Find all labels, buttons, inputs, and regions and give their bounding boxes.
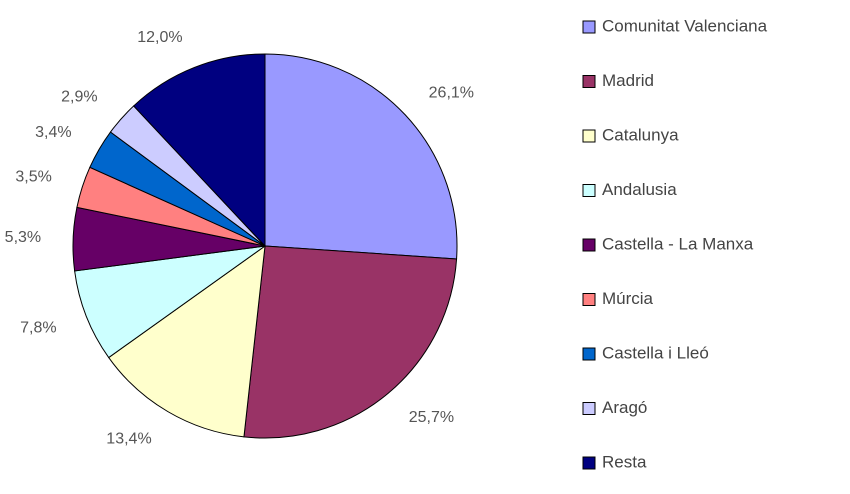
data-label: 26,1%	[429, 84, 474, 101]
pie-slice	[74, 245, 266, 359]
legend-swatch	[582, 20, 596, 34]
pie-slice	[243, 245, 458, 439]
data-label: 13,4%	[106, 430, 151, 447]
legend-swatch	[582, 347, 596, 361]
legend-swatch	[582, 456, 596, 470]
legend-label: Múrcia	[602, 289, 654, 308]
data-label: 5,3%	[5, 229, 41, 246]
data-label: 7,8%	[20, 319, 56, 336]
data-label: 3,5%	[15, 168, 51, 185]
legend-swatch	[582, 238, 596, 252]
data-label: 2,9%	[61, 88, 97, 105]
legend-swatch	[582, 129, 596, 143]
pie-slice	[264, 53, 458, 260]
legend-label: Comunitat Valenciana	[602, 16, 768, 35]
legend-swatch	[582, 184, 596, 197]
legend-label: Catalunya	[602, 125, 679, 144]
data-label: 3,4%	[35, 124, 71, 141]
legend-swatch	[582, 402, 596, 415]
pie-slice	[108, 244, 266, 438]
legend-swatch	[582, 75, 596, 88]
legend-swatch	[582, 293, 596, 306]
legend-label: Madrid	[602, 71, 654, 90]
data-label: 12,0%	[137, 29, 182, 46]
legend-label: Castella i Lleó	[602, 343, 709, 362]
legend-label: Castella - La Manxa	[602, 234, 754, 253]
data-label: 25,7%	[409, 409, 454, 426]
pie-slice	[132, 53, 266, 248]
legend-label: Aragó	[602, 398, 647, 417]
legend-label: Resta	[602, 452, 647, 471]
legend-label: Andalusia	[602, 180, 677, 199]
